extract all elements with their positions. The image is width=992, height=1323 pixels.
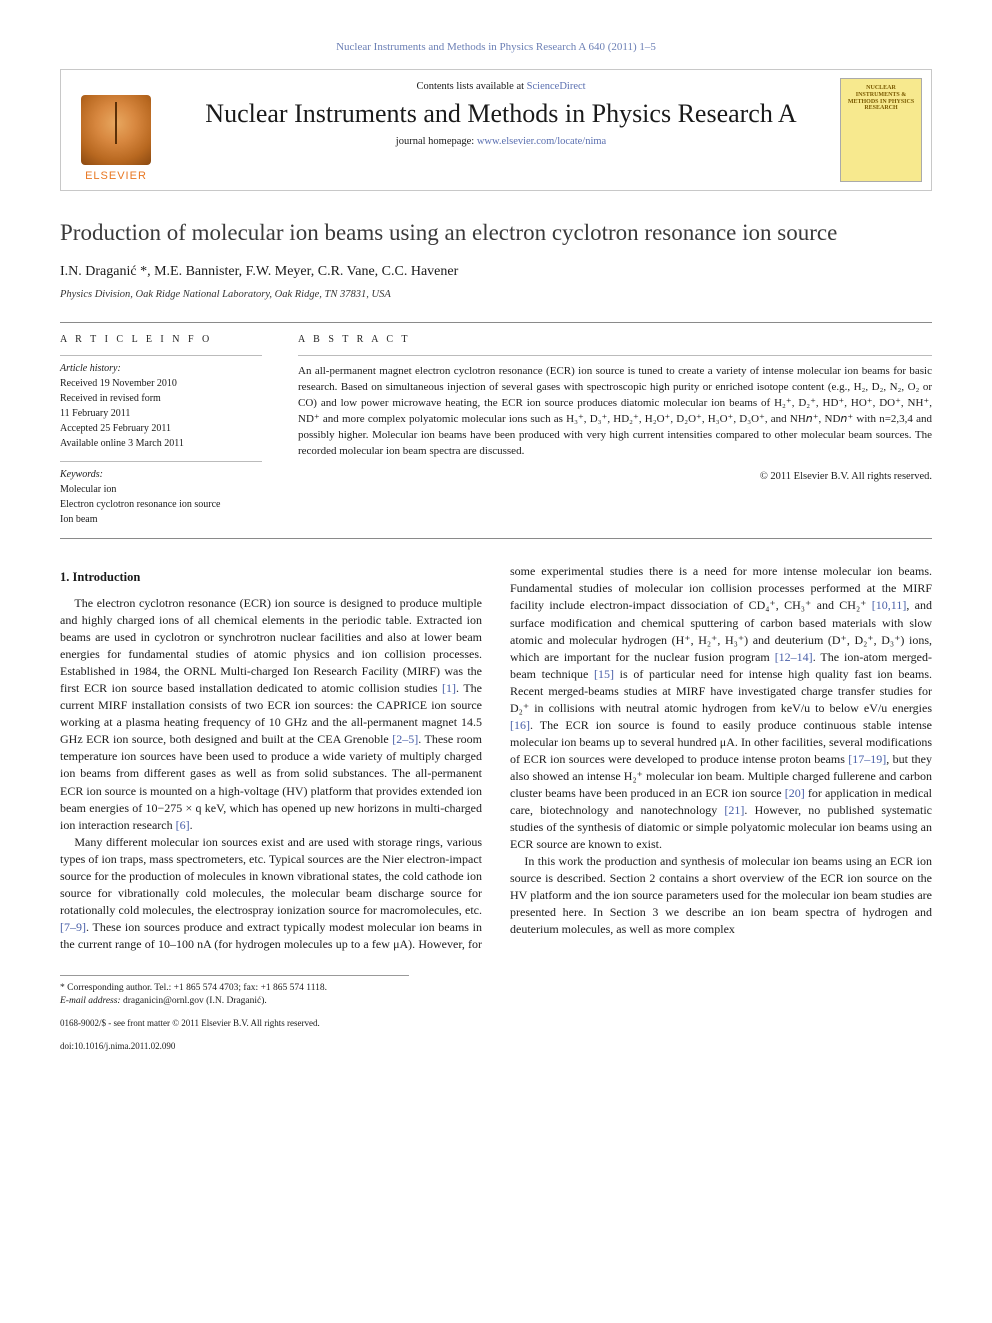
online-date: Available online 3 March 2011 bbox=[60, 437, 262, 451]
journal-cover-icon: NUCLEAR INSTRUMENTS & METHODS IN PHYSICS… bbox=[840, 78, 922, 182]
journal-citation: Nuclear Instruments and Methods in Physi… bbox=[60, 40, 932, 55]
email-label: E-mail address: bbox=[60, 996, 121, 1006]
article-title: Production of molecular ion beams using … bbox=[60, 219, 932, 248]
publisher-name: ELSEVIER bbox=[85, 169, 147, 184]
abstract-text: An all-permanent magnet electron cyclotr… bbox=[298, 364, 932, 460]
abstract-block: A B S T R A C T An all-permanent magnet … bbox=[298, 323, 932, 538]
authors: I.N. Draganić *, M.E. Bannister, F.W. Me… bbox=[60, 262, 932, 282]
sciencedirect-link[interactable]: ScienceDirect bbox=[527, 81, 586, 92]
section-heading: 1. Introduction bbox=[60, 569, 482, 587]
abstract-head: A B S T R A C T bbox=[298, 333, 932, 347]
email-address: draganicin@ornl.gov (I.N. Draganić). bbox=[123, 996, 267, 1006]
keyword: Electron cyclotron resonance ion source bbox=[60, 498, 262, 512]
body-paragraph: In this work the production and synthesi… bbox=[510, 853, 932, 938]
homepage-line: journal homepage: www.elsevier.com/locat… bbox=[179, 135, 823, 150]
article-info: A R T I C L E I N F O Article history: R… bbox=[60, 323, 270, 538]
body-columns: 1. Introduction The electron cyclotron r… bbox=[60, 563, 932, 952]
homepage-link[interactable]: www.elsevier.com/locate/nima bbox=[477, 136, 606, 147]
elsevier-tree-icon bbox=[81, 95, 151, 165]
journal-title: Nuclear Instruments and Methods in Physi… bbox=[179, 99, 823, 129]
email-line: E-mail address: draganicin@ornl.gov (I.N… bbox=[60, 995, 932, 1008]
keyword: Ion beam bbox=[60, 513, 262, 527]
abstract-copyright: © 2011 Elsevier B.V. All rights reserved… bbox=[298, 470, 932, 485]
keywords-label: Keywords: bbox=[60, 468, 262, 482]
cover-thumb-text: NUCLEAR INSTRUMENTS & METHODS IN PHYSICS… bbox=[845, 85, 917, 111]
affiliation: Physics Division, Oak Ridge National Lab… bbox=[60, 288, 932, 303]
front-matter: 0168-9002/$ - see front matter © 2011 El… bbox=[60, 1017, 932, 1030]
publisher-block: ELSEVIER bbox=[61, 70, 171, 190]
banner-center: Contents lists available at ScienceDirec… bbox=[171, 70, 831, 190]
doi: doi:10.1016/j.nima.2011.02.090 bbox=[60, 1040, 932, 1053]
history-label: Article history: bbox=[60, 362, 262, 376]
meta-row: A R T I C L E I N F O Article history: R… bbox=[60, 322, 932, 539]
received-date: Received 19 November 2010 bbox=[60, 377, 262, 391]
contents-line: Contents lists available at ScienceDirec… bbox=[179, 80, 823, 95]
contents-prefix: Contents lists available at bbox=[416, 81, 526, 92]
revised-line1: Received in revised form bbox=[60, 392, 262, 406]
homepage-prefix: journal homepage: bbox=[396, 136, 477, 147]
corresponding-author: * Corresponding author. Tel.: +1 865 574… bbox=[60, 982, 932, 995]
revised-line2: 11 February 2011 bbox=[60, 407, 262, 421]
cover-thumb-wrap: NUCLEAR INSTRUMENTS & METHODS IN PHYSICS… bbox=[831, 70, 931, 190]
footnote-rule bbox=[60, 975, 409, 982]
keyword: Molecular ion bbox=[60, 483, 262, 497]
info-head: A R T I C L E I N F O bbox=[60, 333, 262, 347]
body-paragraph: The electron cyclotron resonance (ECR) i… bbox=[60, 595, 482, 833]
journal-banner: ELSEVIER Contents lists available at Sci… bbox=[60, 69, 932, 191]
accepted-date: Accepted 25 February 2011 bbox=[60, 422, 262, 436]
